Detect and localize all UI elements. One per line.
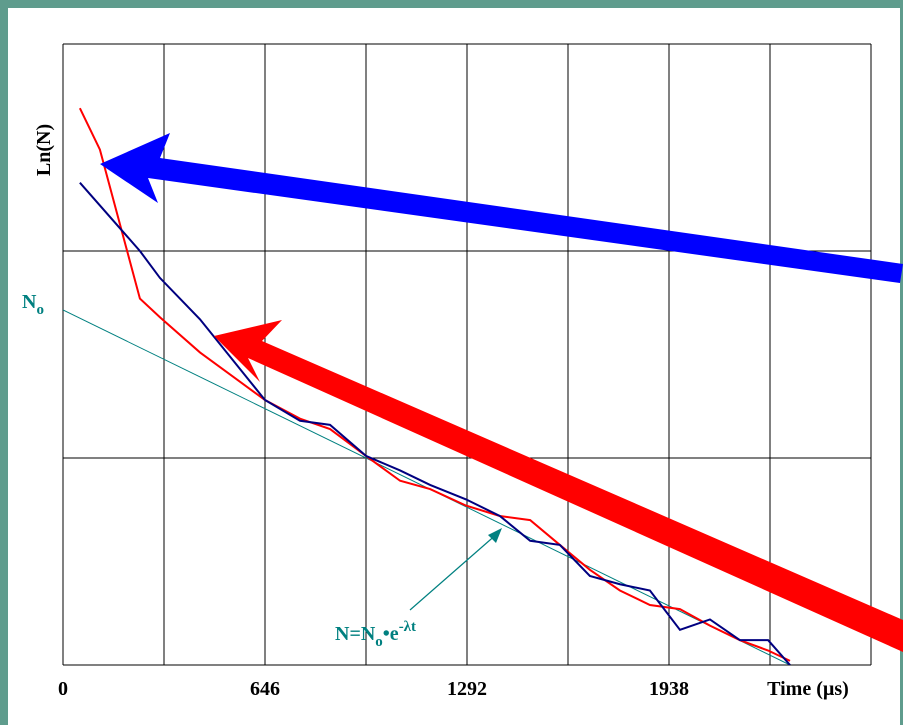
formula: N=No•e-λt [335,619,416,650]
formula-pointer-head [488,528,502,543]
data-line [79,182,791,665]
blue-arrow [100,133,903,283]
x-tick-label: 646 [250,678,280,700]
x-tick-label: 0 [58,678,68,700]
x-axis-label: Time (µs) [767,678,849,700]
y-axis-label: Ln(N) [33,124,55,176]
x-tick-label: 1292 [447,678,487,700]
fit-label: No [22,291,44,318]
x-tick-label: 1938 [649,678,689,700]
formula-pointer [409,532,499,611]
background [8,8,900,725]
red-arrow [214,320,903,652]
data-line [78,107,791,662]
